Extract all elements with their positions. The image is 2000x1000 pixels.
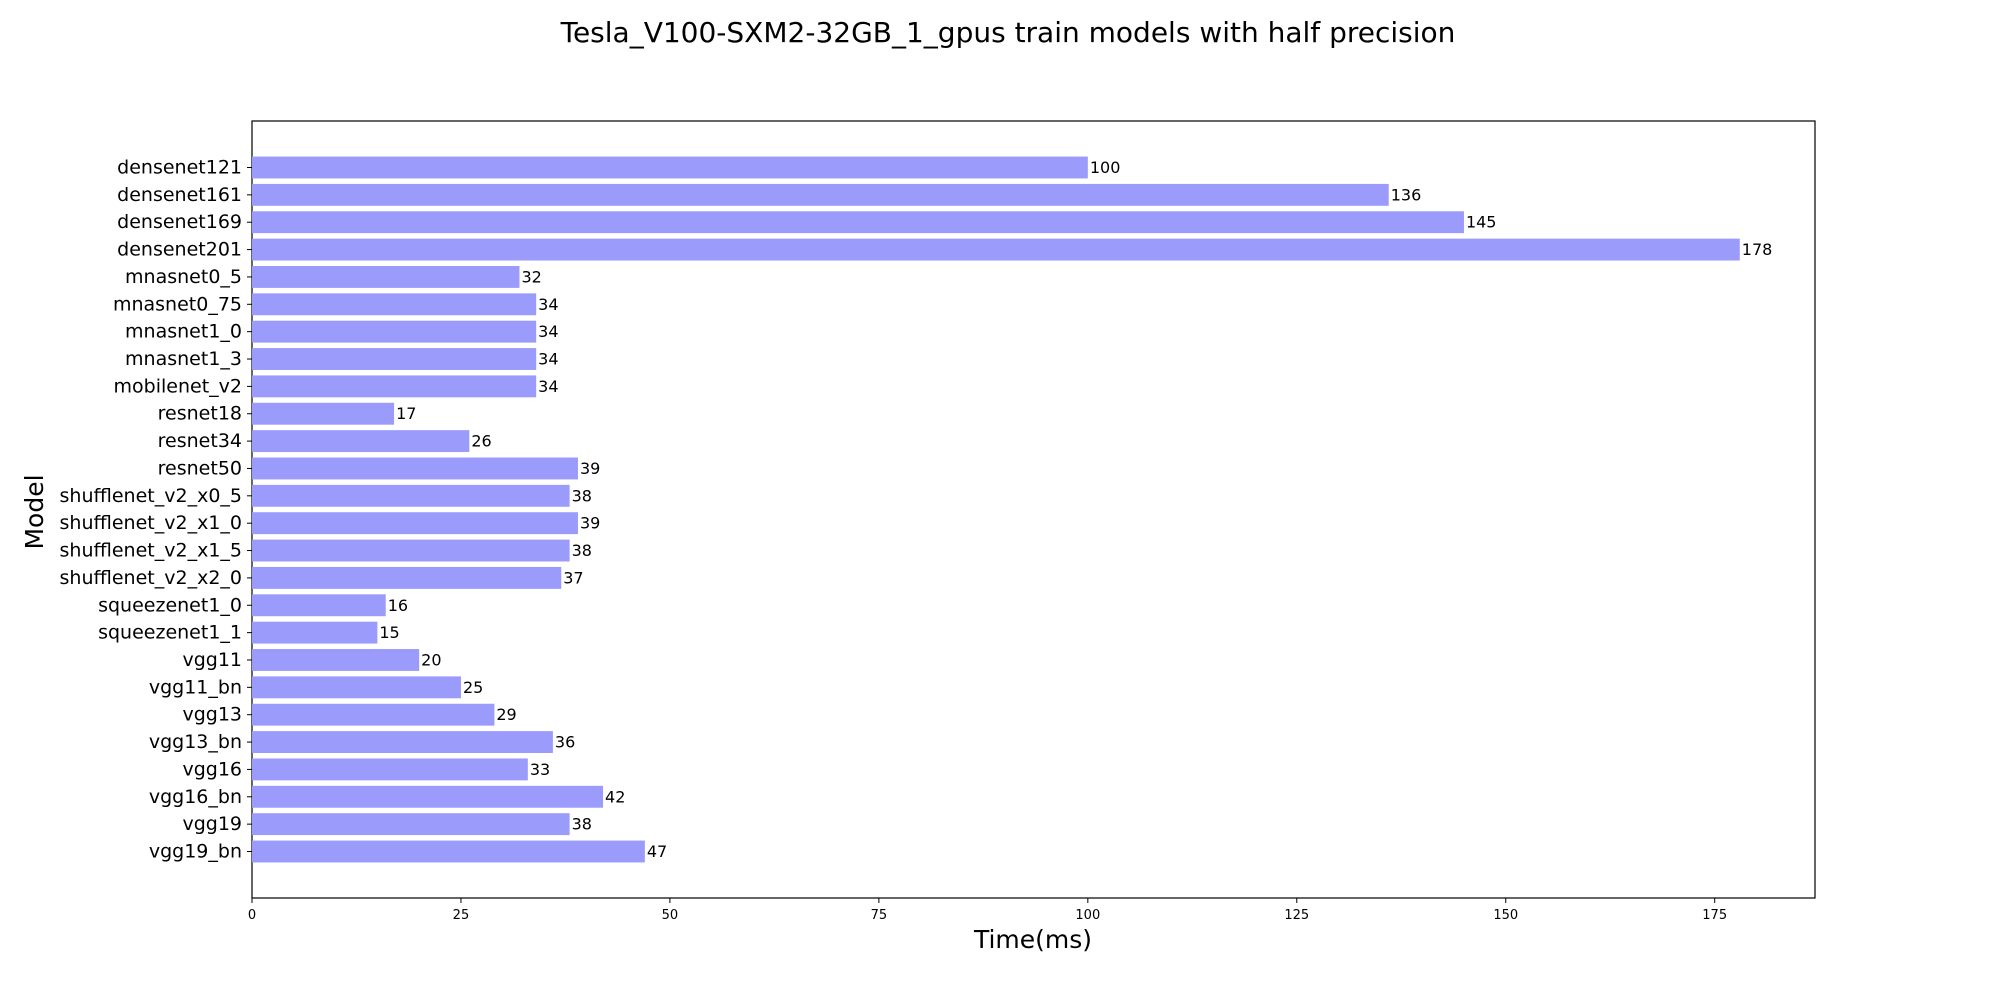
value-label-vgg16_bn: 42 — [605, 787, 625, 806]
value-label-shufflenet_v2_x1_5: 38 — [572, 541, 592, 560]
y-tick-label-shufflenet_v2_x1_0: shufflenet_v2_x1_0 — [60, 512, 242, 534]
bar-resnet18 — [252, 402, 395, 425]
value-label-mnasnet1_0: 34 — [538, 322, 558, 341]
bar-mnasnet1_0 — [252, 320, 537, 343]
plot-frame — [251, 120, 1816, 899]
value-label-vgg11: 20 — [421, 650, 441, 669]
bar-shufflenet_v2_x1_5 — [252, 539, 570, 562]
x-tick-label-125: 125 — [1284, 908, 1309, 923]
x-tick-label-50: 50 — [662, 908, 679, 923]
value-label-vgg16: 33 — [530, 760, 550, 779]
value-label-vgg13_bn: 36 — [555, 733, 575, 752]
bar-vgg13 — [252, 703, 495, 726]
y-tick-label-vgg11: vgg11 — [182, 649, 242, 671]
x-tick-label-175: 175 — [1702, 908, 1727, 923]
bar-shufflenet_v2_x1_0 — [252, 512, 578, 535]
bar-mobilenet_v2 — [252, 375, 537, 398]
y-tick-label-vgg16: vgg16 — [182, 758, 242, 780]
y-tick-label-shufflenet_v2_x2_0: shufflenet_v2_x2_0 — [60, 567, 242, 589]
bar-vgg16_bn — [252, 785, 604, 808]
x-axis-label: Time(ms) — [973, 925, 1092, 954]
value-label-vgg13: 29 — [496, 705, 516, 724]
bar-densenet161 — [252, 183, 1389, 206]
y-tick-label-mnasnet0_5: mnasnet0_5 — [125, 266, 242, 288]
value-label-shufflenet_v2_x2_0: 37 — [563, 568, 583, 587]
value-label-shufflenet_v2_x1_0: 39 — [580, 514, 600, 533]
y-tick-label-vgg16_bn: vgg16_bn — [149, 786, 242, 808]
value-label-mobilenet_v2: 34 — [538, 377, 558, 396]
value-label-mnasnet0_5: 32 — [521, 267, 541, 286]
y-tick-label-vgg11_bn: vgg11_bn — [149, 676, 242, 698]
value-label-squeezenet1_0: 16 — [388, 596, 408, 615]
y-tick-label-mnasnet1_0: mnasnet1_0 — [125, 321, 242, 343]
bar-mnasnet0_5 — [252, 265, 520, 288]
bar-densenet201 — [252, 238, 1740, 261]
bar-resnet34 — [252, 430, 470, 453]
y-tick-label-resnet50: resnet50 — [158, 457, 242, 479]
value-label-densenet169: 145 — [1466, 213, 1497, 232]
y-tick-label-densenet161: densenet161 — [117, 184, 242, 206]
value-label-resnet18: 17 — [396, 404, 416, 423]
y-tick-label-squeezenet1_0: squeezenet1_0 — [98, 594, 242, 616]
bar-vgg11 — [252, 649, 420, 671]
x-tick-label-150: 150 — [1493, 908, 1518, 923]
y-axis-ticks: densenet121 densenet161 densenet169 densene… — [60, 157, 252, 863]
y-tick-label-vgg13_bn: vgg13_bn — [149, 731, 242, 753]
y-tick-label-densenet121: densenet121 — [117, 157, 242, 179]
value-label-densenet161: 136 — [1391, 185, 1422, 204]
bar-squeezenet1_0 — [252, 594, 386, 617]
y-axis-label: Model — [20, 474, 49, 549]
bar-densenet121 — [252, 156, 1088, 179]
bar-resnet50 — [252, 457, 578, 480]
value-label-resnet34: 26 — [471, 432, 491, 451]
y-tick-label-shufflenet_v2_x0_5: shufflenet_v2_x0_5 — [60, 485, 242, 507]
bar-shufflenet_v2_x0_5 — [252, 484, 570, 507]
bar-vgg19_bn — [252, 840, 645, 863]
bar-mnasnet1_3 — [252, 348, 537, 370]
x-axis-ticks: 0 25 50 75 100 125 150 175 — [248, 898, 1727, 923]
y-tick-label-shufflenet_v2_x1_5: shufflenet_v2_x1_5 — [60, 540, 242, 562]
y-tick-label-resnet18: resnet18 — [158, 403, 242, 425]
y-tick-label-mnasnet1_3: mnasnet1_3 — [125, 348, 242, 370]
value-label-densenet201: 178 — [1742, 240, 1773, 259]
value-label-shufflenet_v2_x0_5: 38 — [572, 486, 592, 505]
chart-title: Tesla_V100-SXM2-32GB_1_gpus train models… — [560, 16, 1456, 49]
y-tick-label-vgg13: vgg13 — [182, 704, 242, 726]
bar-vgg19 — [252, 813, 570, 836]
x-tick-label-75: 75 — [871, 908, 888, 923]
bar-mnasnet0_75 — [252, 293, 537, 316]
y-tick-label-densenet169: densenet169 — [117, 211, 242, 233]
value-label-resnet50: 39 — [580, 459, 600, 478]
x-tick-label-25: 25 — [453, 908, 470, 923]
y-tick-label-vgg19_bn: vgg19_bn — [149, 841, 242, 863]
bar-shufflenet_v2_x2_0 — [252, 566, 562, 589]
y-tick-label-densenet201: densenet201 — [117, 239, 242, 261]
bar-vgg16 — [252, 758, 528, 781]
value-label-vgg19: 38 — [572, 815, 592, 834]
value-label-mnasnet1_3: 34 — [538, 350, 558, 369]
y-tick-label-vgg19: vgg19 — [182, 813, 242, 835]
bar-densenet169 — [252, 211, 1464, 234]
bars-group — [252, 156, 1740, 863]
bar-vgg13_bn — [252, 731, 553, 754]
x-tick-label-100: 100 — [1075, 908, 1100, 923]
value-label-vgg11_bn: 25 — [463, 678, 483, 697]
y-tick-label-mobilenet_v2: mobilenet_v2 — [114, 375, 242, 397]
value-label-densenet121: 100 — [1090, 158, 1121, 177]
y-tick-label-resnet34: resnet34 — [158, 430, 242, 452]
value-labels-group: 100 136 145 178 32 34 34 34 34 17 26 39 38 39 38 37 16 15… — [379, 158, 1772, 861]
value-label-squeezenet1_1: 15 — [379, 623, 399, 642]
y-tick-label-squeezenet1_1: squeezenet1_1 — [98, 622, 242, 644]
y-tick-label-mnasnet0_75: mnasnet0_75 — [113, 293, 242, 315]
value-label-mnasnet0_75: 34 — [538, 295, 558, 314]
bar-squeezenet1_1 — [252, 621, 378, 644]
value-label-vgg19_bn: 47 — [647, 842, 667, 861]
bar-vgg11_bn — [252, 676, 461, 699]
x-tick-label-0: 0 — [248, 908, 256, 923]
